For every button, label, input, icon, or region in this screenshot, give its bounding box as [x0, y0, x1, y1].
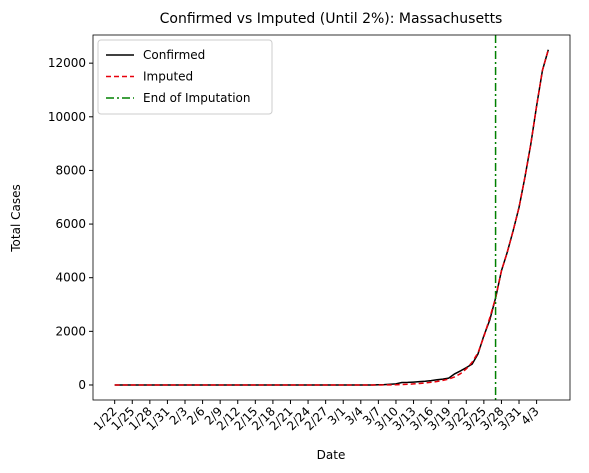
- legend-label: End of Imputation: [143, 91, 251, 105]
- y-tick-label: 2000: [55, 324, 86, 338]
- legend-label: Confirmed: [143, 48, 205, 62]
- series-line: [114, 49, 550, 386]
- chart-title: Confirmed vs Imputed (Until 2%): Massach…: [160, 11, 503, 27]
- legend: Confirmed Imputed End of Imputation: [97, 39, 273, 115]
- x-axis-label: Date: [317, 448, 346, 462]
- legend-box: [97, 39, 273, 115]
- y-tick-label: 0: [78, 378, 86, 392]
- legend-label: Imputed: [143, 70, 193, 84]
- y-tick-label: 10000: [48, 110, 86, 124]
- y-axis-label: Total Cases: [9, 184, 23, 252]
- plot-frame: [92, 34, 571, 401]
- y-tick-label: 8000: [55, 163, 86, 177]
- y-tick-label: 4000: [55, 271, 86, 285]
- y-tick-label: 6000: [55, 217, 86, 231]
- y-tick-label: 12000: [48, 56, 86, 70]
- x-tick-label: 4/3: [518, 404, 542, 428]
